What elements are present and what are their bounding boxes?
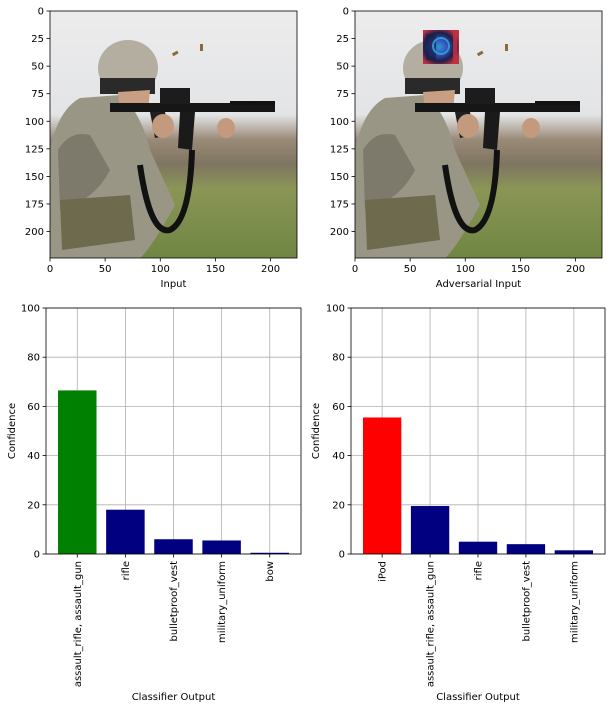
category-label: assault_rifle, assault_gun	[73, 561, 84, 687]
x-axis-label: Adversarial Input	[436, 279, 521, 290]
bar	[506, 544, 546, 554]
y-tick-label: 75	[336, 89, 349, 100]
bar	[458, 541, 498, 554]
bar	[250, 552, 289, 554]
y-tick-label: 0	[34, 550, 40, 561]
y-tick-label: 40	[27, 451, 40, 462]
y-tick-label: 0	[343, 7, 349, 18]
y-axis-label: Confidence	[7, 403, 18, 459]
soldier-photo-adversarial	[355, 11, 602, 258]
x-axis-label: Classifier Output	[436, 692, 520, 703]
x-tick-label: 150	[511, 264, 530, 275]
y-tick-label: 80	[27, 353, 40, 364]
adversarial-image-panel: 0 50 100 150 200 0 25 50 75 100 125 150 175 200 Adve…	[330, 7, 603, 290]
bar	[58, 390, 97, 554]
x-tick-label: 100	[456, 264, 475, 275]
y-tick-label: 25	[31, 34, 44, 45]
y-axis-label: Confidence	[311, 403, 322, 459]
y-tick-label: 100	[330, 117, 349, 128]
category-label: bow	[265, 561, 276, 582]
y-tick-label: 175	[25, 199, 44, 210]
bar	[106, 509, 145, 554]
x-tick-label: 0	[47, 264, 53, 275]
y-tick-label: 50	[31, 62, 44, 73]
y-tick-label: 125	[25, 144, 44, 155]
y-tick-label: 60	[332, 402, 345, 413]
y-tick-label: 100	[21, 304, 40, 315]
category-label: iPod	[378, 561, 389, 582]
bar	[154, 539, 193, 554]
y-tick-label: 80	[332, 353, 345, 364]
category-label: military_uniform	[217, 561, 228, 643]
category-label: rifle	[474, 561, 485, 580]
category-label: rifle	[121, 561, 132, 580]
classifier-output-chart: 0 20 40 60 80 100 assault_rifle, assault_gun r…	[7, 304, 302, 703]
x-tick-label: 200	[566, 264, 585, 275]
x-tick-label: 50	[404, 264, 417, 275]
y-tick-label: 20	[27, 500, 40, 511]
y-tick-label: 0	[339, 550, 345, 561]
x-tick-label: 150	[206, 264, 225, 275]
x-tick-label: 100	[151, 264, 170, 275]
y-tick-label: 50	[336, 62, 349, 73]
y-tick-label: 200	[25, 227, 44, 238]
bar	[554, 550, 594, 554]
y-tick-label: 150	[25, 172, 44, 183]
y-tick-label: 75	[31, 89, 44, 100]
category-label: bulletproof_vest	[521, 561, 532, 642]
soldier-photo	[50, 11, 297, 258]
category-label: military_uniform	[569, 561, 580, 643]
y-tick-label: 100	[25, 117, 44, 128]
y-tick-label: 100	[326, 304, 345, 315]
x-tick-label: 50	[99, 264, 112, 275]
y-tick-label: 40	[332, 451, 345, 462]
y-tick-label: 25	[336, 34, 349, 45]
bar	[410, 506, 450, 554]
x-axis-label: Input	[161, 279, 187, 290]
bar	[202, 540, 241, 554]
y-tick-label: 60	[27, 402, 40, 413]
input-image-panel: 0 50 100 150 200 0 25 50 75 100 125 150 175 200 Inpu…	[25, 7, 298, 290]
bar	[362, 417, 402, 554]
y-tick-label: 150	[330, 172, 349, 183]
x-axis-label: Classifier Output	[132, 692, 216, 703]
category-label: bulletproof_vest	[169, 561, 180, 642]
y-tick-label: 0	[38, 7, 44, 18]
x-tick-label: 0	[352, 264, 358, 275]
y-tick-label: 20	[332, 500, 345, 511]
y-tick-label: 175	[330, 199, 349, 210]
y-tick-label: 200	[330, 227, 349, 238]
adversarial-classifier-output-chart: 0 20 40 60 80 100 iPod assault_rifle, assault_…	[311, 304, 606, 703]
category-label: assault_rifle, assault_gun	[426, 561, 437, 687]
y-tick-label: 125	[330, 144, 349, 155]
x-tick-label: 200	[261, 264, 280, 275]
